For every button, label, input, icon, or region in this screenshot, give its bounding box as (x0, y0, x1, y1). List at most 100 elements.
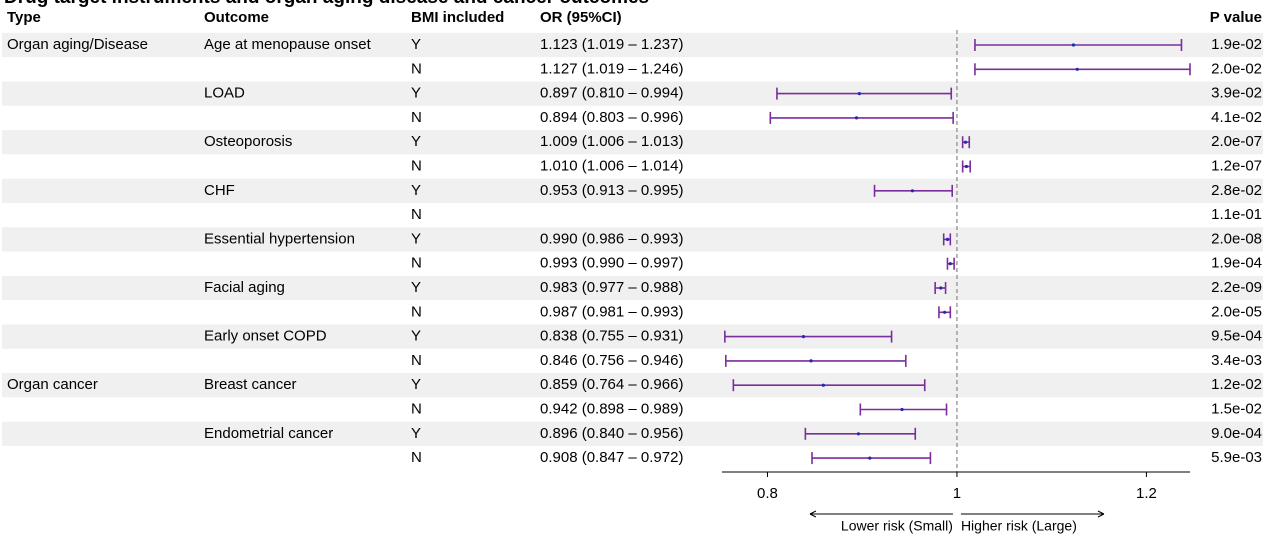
point-estimate (900, 407, 904, 412)
or-ci-text: 1.123 (1.019 – 1.237) (540, 36, 683, 53)
p-value: 9.0e-04 (1211, 425, 1262, 442)
p-value: 1.2e-07 (1211, 157, 1262, 174)
row-stripe (2, 130, 1263, 155)
point-estimate (856, 432, 861, 436)
bmi-included-value: N (411, 449, 422, 466)
x-axis-tick-label: 1 (953, 485, 961, 502)
point-estimate (1075, 67, 1079, 71)
or-ci-text: 0.987 (0.981 – 0.993) (540, 303, 683, 320)
arrow-lower-head (809, 510, 817, 518)
point-estimate (1071, 43, 1076, 47)
p-value: 2.0e-05 (1211, 303, 1262, 320)
p-value: 1.9e-04 (1211, 255, 1262, 272)
bmi-included-value: Y (411, 36, 421, 53)
row-stripe (2, 324, 1263, 349)
outcome-label: Endometrial cancer (204, 425, 333, 442)
outcome-label: Early onset COPD (204, 328, 327, 345)
outcome-label: Facial aging (204, 279, 285, 296)
or-ci-text: 0.896 (0.840 – 0.956) (540, 425, 683, 442)
higher-risk-label: Higher risk (Large) (961, 518, 1077, 534)
bmi-included-value: N (411, 255, 422, 272)
bmi-included-value: Y (411, 85, 421, 102)
or-ci-text: 0.983 (0.977 – 0.988) (540, 279, 683, 296)
point-estimate (868, 456, 872, 460)
row-stripe (2, 178, 1263, 203)
bmi-included-value: N (411, 109, 422, 126)
outcome-label: LOAD (204, 85, 245, 102)
row-stripe (2, 421, 1263, 446)
x-axis-tick-label: 1.2 (1136, 485, 1157, 502)
header-p-value: P value (1210, 9, 1262, 26)
bmi-included-value: Y (411, 425, 421, 442)
or-ci-text: 0.894 (0.803 – 0.996) (540, 109, 683, 126)
bmi-included-value: Y (411, 279, 421, 296)
x-axis-tick-label: 0.8 (757, 485, 778, 502)
outcome-label: Osteoporosis (204, 133, 292, 150)
bmi-included-value: N (411, 157, 422, 174)
row-stripe (2, 227, 1263, 252)
point-estimate (857, 92, 861, 96)
p-value: 2.0e-07 (1211, 133, 1262, 150)
bmi-included-value: Y (411, 376, 421, 393)
or-ci-text: 0.953 (0.913 – 0.995) (540, 182, 683, 199)
point-estimate (939, 286, 943, 290)
p-value: 2.2e-09 (1211, 279, 1262, 296)
p-value: 3.4e-03 (1211, 352, 1262, 369)
or-ci-text: 0.846 (0.756 – 0.946) (540, 352, 683, 369)
type-label: Organ cancer (7, 376, 98, 393)
bmi-included-value: N (411, 303, 422, 320)
p-value: 3.9e-02 (1211, 85, 1262, 102)
header-or-ci: OR (95%CI) (540, 9, 622, 26)
point-estimate (963, 140, 968, 144)
row-stripe (2, 373, 1263, 398)
header-type: Type (7, 9, 41, 26)
or-ci-text: 1.010 (1.006 – 1.014) (540, 157, 683, 174)
or-ci-text: 0.990 (0.986 – 0.993) (540, 230, 683, 247)
row-stripe (2, 275, 1263, 301)
or-ci-text: 0.859 (0.764 – 0.966) (540, 376, 683, 393)
bmi-included-value: Y (411, 230, 421, 247)
row-stripe (2, 81, 1263, 106)
page-title: Drug target instruments and organ aging … (4, 0, 649, 8)
p-value: 1.9e-02 (1211, 36, 1262, 53)
or-ci-text: 1.127 (1.019 – 1.246) (540, 60, 683, 77)
lower-risk-label: Lower risk (Small) (841, 518, 953, 534)
bmi-included-value: Y (411, 328, 421, 345)
point-estimate (801, 335, 806, 339)
outcome-label: Breast cancer (204, 376, 297, 393)
p-value: 2.0e-02 (1211, 60, 1262, 77)
header-outcome: Outcome (204, 9, 269, 26)
point-estimate (821, 383, 825, 387)
point-estimate (945, 237, 950, 241)
or-ci-text: 0.993 (0.990 – 0.997) (540, 255, 683, 272)
bmi-included-value: Y (411, 182, 421, 199)
bmi-included-value: N (411, 60, 422, 77)
bmi-included-value: Y (411, 133, 421, 150)
or-ci-text: 0.897 (0.810 – 0.994) (540, 85, 683, 102)
p-value: 1.5e-02 (1211, 400, 1262, 417)
p-value: 4.1e-02 (1211, 109, 1262, 126)
header-bmi-included: BMI included (411, 9, 504, 26)
bmi-included-value: N (411, 400, 422, 417)
p-value: 2.0e-08 (1211, 230, 1262, 247)
type-label: Organ aging/Disease (7, 36, 148, 53)
p-value: 5.9e-03 (1211, 449, 1262, 466)
or-ci-text: 0.908 (0.847 – 0.972) (540, 449, 683, 466)
page-title-clip: Drug target instruments and organ aging … (0, 0, 1265, 8)
point-estimate (809, 359, 813, 363)
or-ci-text: 1.009 (1.006 – 1.013) (540, 133, 683, 150)
arrow-higher-head (1097, 510, 1105, 518)
outcome-label: CHF (204, 182, 235, 199)
or-ci-text: 0.838 (0.755 – 0.931) (540, 328, 683, 345)
p-value: 1.1e-01 (1211, 206, 1262, 223)
point-estimate (964, 164, 969, 169)
point-estimate (943, 310, 947, 314)
bmi-included-value: N (411, 206, 422, 223)
bmi-included-value: N (411, 352, 422, 369)
outcome-label: Age at menopause onset (204, 36, 372, 53)
p-value: 9.5e-04 (1211, 328, 1262, 345)
outcome-label: Essential hypertension (204, 230, 355, 247)
point-estimate (910, 189, 915, 193)
point-estimate (948, 262, 952, 266)
